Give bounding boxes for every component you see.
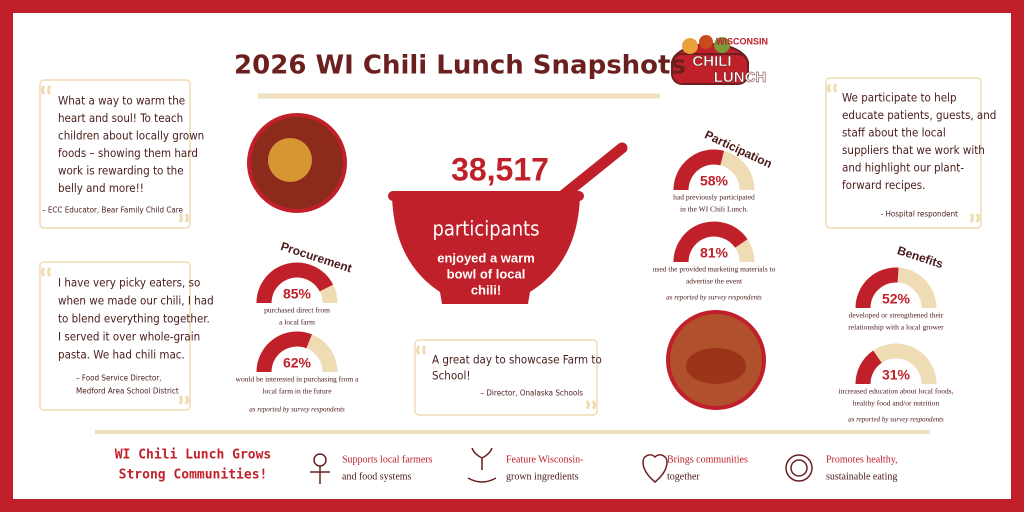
stat-description: in the WI Chili Lunch.	[680, 205, 748, 214]
gauge-value	[673, 149, 725, 191]
quote-source: Medford Area School District	[76, 387, 179, 396]
quote-line: We participate to help	[842, 91, 957, 105]
gauge-label: 62%	[283, 355, 312, 371]
quote-source: – ECC Educator, Bear Family Child Care	[42, 206, 184, 215]
footer-item: and food systems	[342, 471, 412, 482]
photo-detail	[268, 138, 312, 182]
quote-line: and highlight our plant-	[842, 161, 964, 175]
footer-title: Strong Communities!	[119, 468, 268, 483]
footer-item: Supports local farmers	[342, 454, 433, 465]
quote-line: forward recipes.	[842, 178, 925, 192]
stat-description: increased education about local foods,	[839, 387, 954, 396]
stat-description: relationship with a local grower	[848, 323, 944, 332]
footer-icons	[310, 447, 813, 484]
quote-line: staff about the local	[842, 126, 946, 140]
logo-text: CHILI	[692, 53, 731, 70]
quote-mark	[585, 400, 596, 410]
participant-label: participants	[432, 217, 539, 241]
participant-line: bowl of local	[447, 266, 526, 281]
quote-mark	[41, 267, 52, 277]
gauge-value	[673, 221, 748, 263]
survey-note: as reported by survey respondents	[249, 406, 345, 414]
gauge-label: 85%	[283, 286, 312, 302]
quote-box	[414, 339, 598, 416]
stat-description: a local farm	[279, 318, 315, 327]
participant-count: 38,517	[451, 151, 549, 187]
quote-mark	[41, 85, 52, 95]
quote-box	[39, 261, 191, 411]
gauge-value	[855, 350, 883, 385]
quote-mark	[178, 395, 189, 405]
logo-text: LUNCH	[714, 69, 767, 86]
quote-source: – Food Service Director,	[76, 374, 161, 383]
stat-description: had previously participated	[673, 193, 755, 202]
gauge-value	[855, 267, 899, 309]
quote-mark	[416, 345, 427, 355]
quote-line: to blend everything together.	[58, 312, 210, 326]
bowl	[388, 142, 628, 304]
quote-line: foods – showing them hard	[58, 146, 198, 160]
stat-description: purchased direct from	[264, 306, 330, 315]
footer-item: sustainable eating	[826, 471, 897, 482]
gauge-value	[256, 262, 334, 304]
footer-item: Promotes healthy,	[826, 454, 898, 465]
stat-description: healthy food and/or nutrition	[853, 399, 940, 408]
stat-description: would be interested in purchasing from a	[236, 375, 360, 384]
quote-mark	[827, 83, 838, 93]
quote-line: when we made our chili, I had	[58, 294, 214, 308]
quote-box	[39, 79, 191, 229]
gauge-label: 81%	[700, 245, 729, 261]
quote-line: pasta. We had chili mac.	[58, 348, 185, 362]
footer-item: Brings communities	[667, 454, 748, 465]
logo-pot	[671, 35, 749, 85]
participant-line: chili!	[471, 282, 501, 297]
footer-item: together	[667, 471, 700, 482]
footer-item: grown ingredients	[506, 471, 579, 482]
quote-line: heart and soul! To teach	[58, 111, 183, 125]
quote-source: – Director, Onalaska Schools	[480, 389, 583, 398]
gauge-label: 58%	[700, 173, 729, 189]
quote-line: A great day to showcase Farm to	[432, 353, 602, 367]
quote-line: belly and more!!	[58, 181, 144, 195]
survey-note: as reported by survey respondents	[666, 294, 762, 302]
stat-description: used the provided marketing materials to	[653, 265, 776, 274]
stat-description: advertise the event	[686, 277, 743, 286]
photo-detail	[686, 348, 746, 384]
footer-title: WI Chili Lunch Grows	[115, 448, 272, 463]
logo-text: WISCONSIN	[716, 36, 768, 46]
quote-line: I served it over whole-grain	[58, 330, 200, 344]
quote-line: work is rewarding to the	[58, 164, 184, 178]
survey-note: as reported by survey respondents	[848, 416, 944, 424]
participant-line: enjoyed a warm	[437, 250, 535, 265]
gauge-label: 52%	[882, 291, 911, 307]
title: 2026 WI Chili Lunch Snapshots	[234, 51, 686, 81]
quote-line: School!	[432, 369, 471, 383]
quote-line: I have very picky eaters, so	[58, 276, 200, 290]
gauge-value	[256, 331, 312, 373]
stat-description: local farm in the future	[262, 387, 332, 396]
gauge-label: 31%	[882, 367, 911, 383]
quote-box	[825, 77, 982, 229]
quote-mark	[969, 213, 980, 223]
quote-mark	[178, 213, 189, 223]
stat-description: developed or strengthened their	[849, 311, 944, 320]
quote-line: suppliers that we work with	[842, 143, 985, 157]
quote-line: children about locally grown	[58, 129, 204, 143]
quote-line: educate patients, guests, and	[842, 108, 996, 122]
footer-item: Feature Wisconsin-	[506, 454, 583, 465]
quote-source: - Hospital respondent	[881, 210, 959, 219]
quote-line: What a way to warm the	[58, 94, 185, 108]
